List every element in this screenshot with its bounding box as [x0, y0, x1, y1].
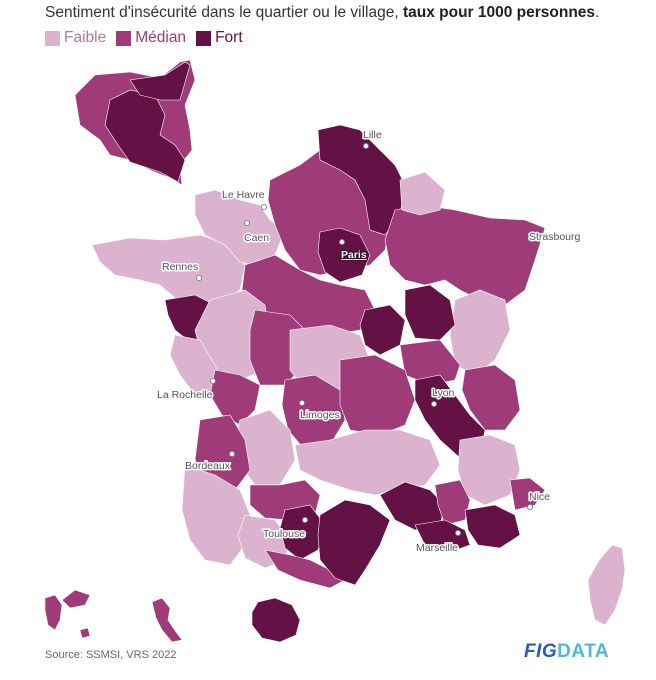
region-corsica[interactable] [587, 544, 626, 626]
mainland-france [91, 124, 546, 589]
city-limoges: Limoges [300, 409, 340, 421]
region-gironde-median[interactable] [194, 414, 251, 491]
region-marseille-fort[interactable] [414, 519, 471, 553]
source-note: Source: SSMSI, VRS 2022 [45, 649, 177, 661]
title-prefix: Sentiment d'insécurité dans le quartier … [45, 4, 399, 21]
region-alsace-faible[interactable] [449, 289, 511, 376]
city-marseille: Marseille [416, 542, 458, 554]
region-var-fort[interactable] [464, 504, 521, 549]
region-south-central-faible[interactable] [294, 429, 441, 496]
city-lille: Lille [363, 129, 382, 141]
city-le-havre: Le Havre [222, 189, 265, 201]
dot-le-havre [260, 203, 267, 210]
idf-inset [74, 59, 196, 186]
city-paris: Paris [341, 249, 367, 261]
legend-item-median: Médian [116, 29, 186, 47]
city-la-rochelle: La Rochelle [157, 389, 213, 401]
title-bold: taux pour 1000 personnes [402, 4, 596, 21]
city-nice: Nice [529, 491, 550, 503]
dot-toulouse [301, 517, 308, 524]
region-occitanie-fort[interactable] [317, 499, 391, 586]
dot-nice [527, 503, 534, 510]
region-landes-faible[interactable] [181, 464, 251, 566]
city-strasbourg: Strasbourg [529, 231, 581, 243]
region-idf-inset-fort-north[interactable] [129, 61, 191, 101]
dot-limoges [298, 399, 305, 406]
legend-swatch-fort [196, 30, 212, 46]
legend-swatch-median [116, 30, 132, 46]
region-cote-dor-fort[interactable] [404, 284, 456, 341]
region-nievre-fort[interactable] [359, 304, 406, 356]
legend-swatch-faible [45, 30, 60, 46]
dot-marseille [454, 530, 461, 537]
region-paris-fort[interactable] [317, 227, 371, 283]
city-rennes: Rennes [162, 261, 198, 273]
region-reunion[interactable] [251, 597, 301, 643]
figdata-logo: FIGDATA [524, 641, 609, 663]
dot-la-rochelle [209, 377, 216, 384]
legend-label-median: Médian [135, 29, 187, 46]
region-auvergne-median[interactable] [339, 354, 416, 436]
legend-label-fort: Fort [215, 29, 243, 46]
region-provence-median[interactable] [434, 479, 471, 526]
region-martinique[interactable] [151, 597, 183, 643]
dot-lille [362, 142, 369, 149]
legend-label-faible: Faible [64, 29, 107, 46]
dot-bordeaux [228, 450, 235, 457]
map-title: Sentiment d'insécurité dans le quartier … [45, 4, 599, 22]
logo-fig: FIG [524, 641, 558, 662]
overseas-and-corsica [44, 544, 626, 643]
dot-rennes [195, 274, 202, 281]
region-guadeloupe[interactable] [44, 589, 91, 639]
city-lyon: Lyon [432, 387, 455, 399]
dot-paris [338, 238, 345, 245]
region-champagne-faible[interactable] [399, 171, 446, 216]
dot-caen [243, 219, 250, 226]
city-caen: Caen [244, 232, 269, 244]
legend-item-faible: Faible [45, 29, 106, 47]
city-markers: Lille Le Havre Caen Paris Strasbourg Ren… [156, 128, 583, 556]
dot-lyon [430, 400, 437, 407]
region-haute-garonne-fort[interactable] [279, 504, 326, 561]
legend-item-fort: Fort [196, 29, 243, 47]
city-bordeaux: Bordeaux [185, 460, 231, 472]
region-alps-faible[interactable] [457, 434, 521, 506]
region-savoie-median[interactable] [461, 364, 521, 431]
title-suffix: . [595, 4, 600, 21]
logo-data: DATA [557, 641, 610, 662]
legend: Faible Médian Fort [45, 29, 243, 47]
dot-strasbourg [528, 233, 535, 240]
region-nice-median[interactable] [509, 477, 546, 511]
city-toulouse: Toulouse [263, 528, 305, 540]
